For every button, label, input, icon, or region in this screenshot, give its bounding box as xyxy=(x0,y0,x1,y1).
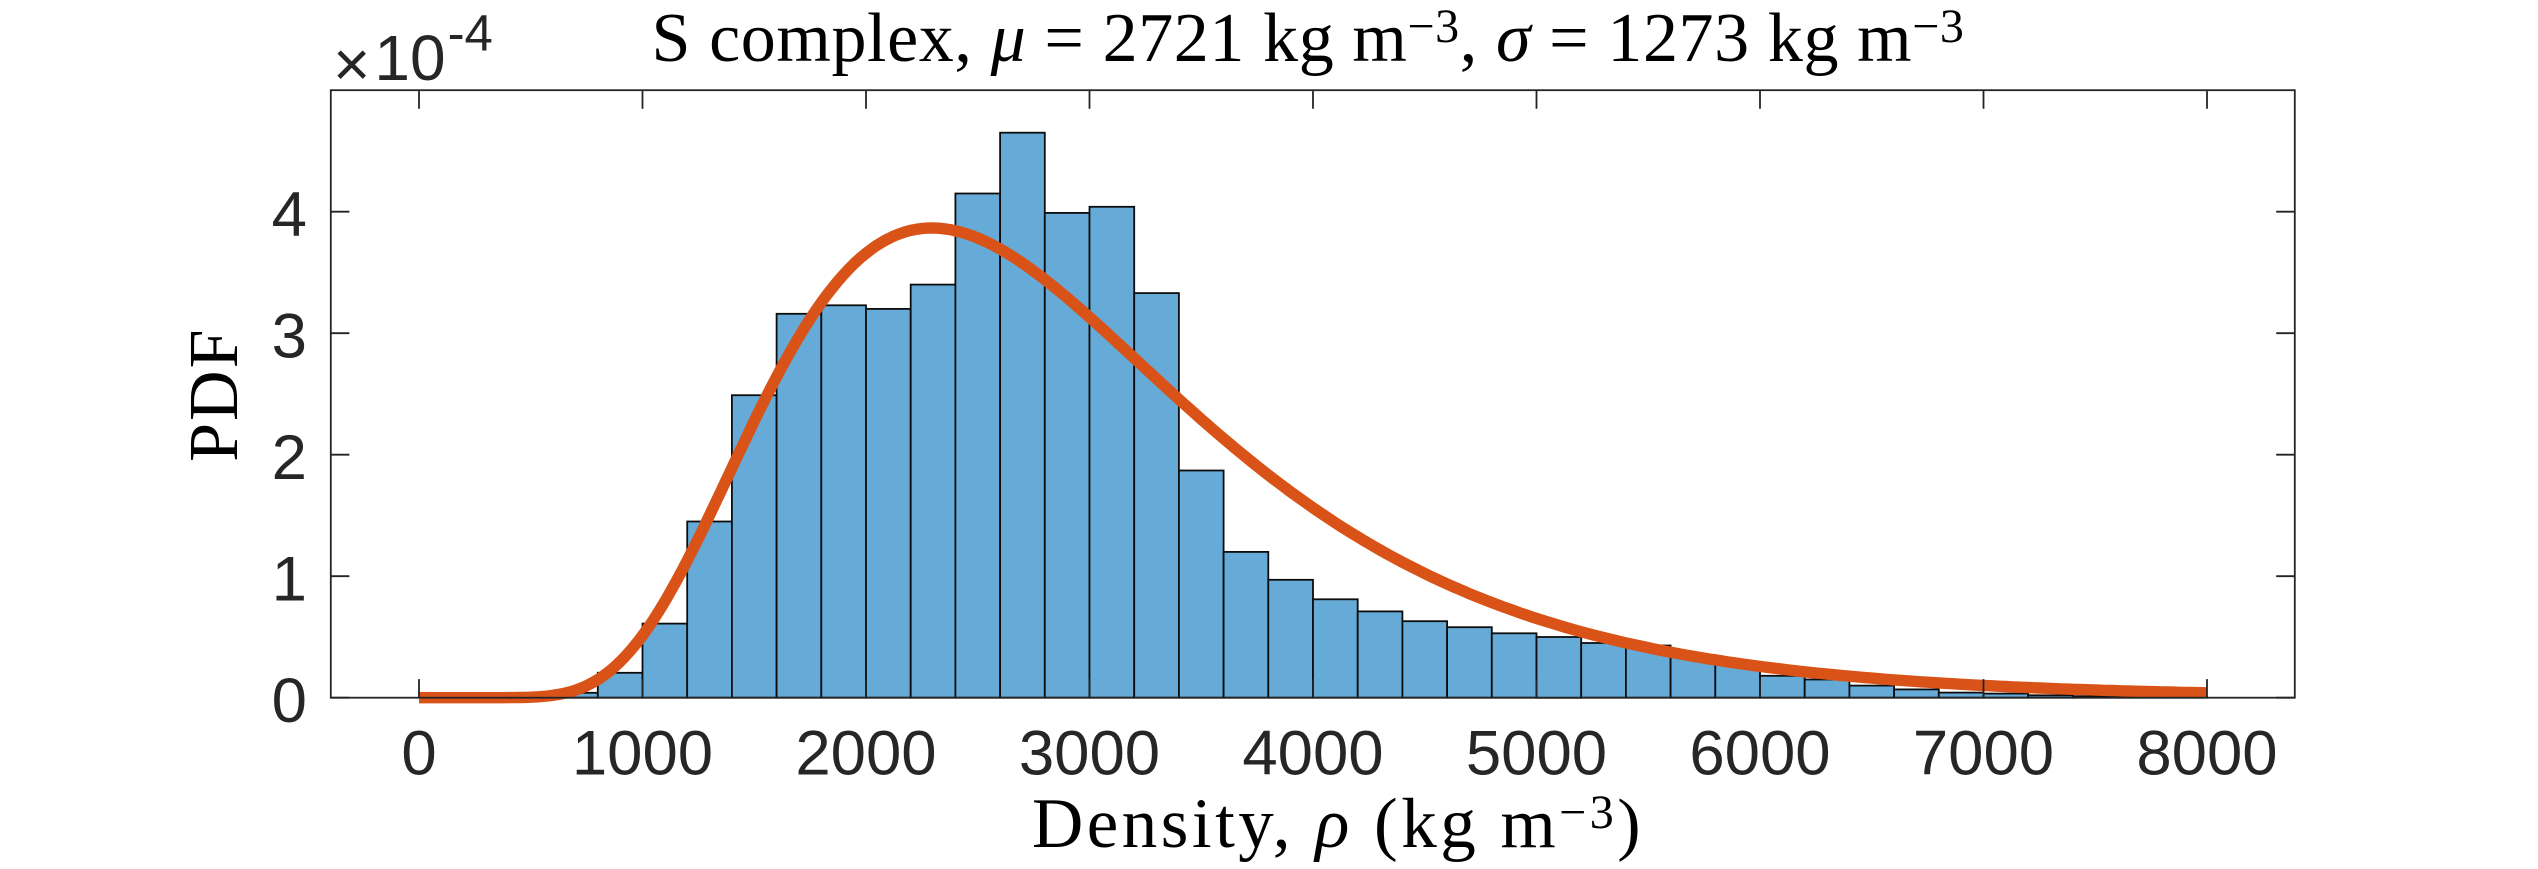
svg-text:5000: 5000 xyxy=(1466,719,1607,789)
svg-text:4000: 4000 xyxy=(1242,719,1383,789)
svg-text:0: 0 xyxy=(401,719,436,789)
svg-text:8000: 8000 xyxy=(2136,719,2277,789)
svg-text:×10-4: ×10-4 xyxy=(333,5,493,101)
svg-text:0: 0 xyxy=(272,666,307,736)
svg-text:3000: 3000 xyxy=(1019,719,1160,789)
svg-text:1000: 1000 xyxy=(572,719,713,789)
svg-text:S complex, μ = 2721 kg m−3, σ: S complex, μ = 2721 kg m−3, σ = 1273 kg … xyxy=(652,0,1965,77)
svg-text:Density, ρ (kg m−3): Density, ρ (kg m−3) xyxy=(1032,785,1644,863)
svg-text:7000: 7000 xyxy=(1913,719,2054,789)
svg-text:6000: 6000 xyxy=(1689,719,1830,789)
svg-text:2: 2 xyxy=(272,423,307,493)
svg-text:2000: 2000 xyxy=(795,719,936,789)
svg-text:3: 3 xyxy=(272,302,307,372)
svg-text:1: 1 xyxy=(272,545,307,615)
svg-text:PDF: PDF xyxy=(176,327,253,461)
svg-text:4: 4 xyxy=(272,180,307,250)
